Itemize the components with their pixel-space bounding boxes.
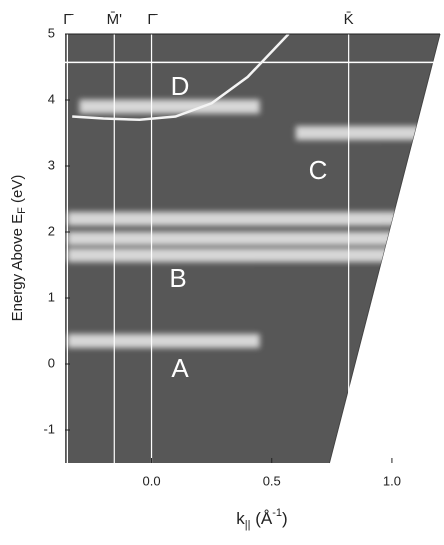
x-tick-label: 0.0 — [142, 473, 160, 488]
intensity-band — [295, 126, 440, 140]
plot-area: Γ̄ M̄' Γ̄ K̄ A B C D -1 0 1 2 3 4 5 0.0 0.5 1.0 — [43, 11, 441, 488]
band-label: B — [169, 263, 186, 293]
symmetry-label: Γ̄ — [147, 11, 157, 28]
y-tick-label: 3 — [48, 157, 55, 172]
y-label-main: Energy Above E — [9, 214, 26, 322]
x-label-sub: || — [245, 519, 251, 531]
edge-line — [328, 33, 441, 464]
symmetry-label: Γ̄ — [63, 11, 73, 28]
symmetry-label: M̄' — [107, 11, 122, 28]
y-label-unit: (eV) — [9, 175, 26, 208]
y-tick-label: 1 — [48, 289, 55, 304]
y-axis-label: Energy Above EF (eV) — [9, 175, 28, 322]
y-tick-label: 2 — [48, 223, 55, 238]
y-tick-label: 0 — [48, 355, 55, 370]
x-label-unit: (Å — [251, 509, 273, 528]
band-label: C — [309, 155, 328, 185]
x-label-sup: -1 — [272, 507, 282, 519]
symmetry-label: K̄ — [344, 11, 354, 28]
x-axis-label: k|| (Å-1) — [236, 507, 287, 531]
y-tick-label: 4 — [48, 91, 55, 106]
bands — [67, 99, 440, 348]
x-label-close: ) — [282, 509, 288, 528]
x-tick-label: 0.5 — [263, 473, 281, 488]
y-tick-label: -1 — [43, 421, 55, 436]
y-tick-label: 5 — [48, 25, 55, 40]
band-label: A — [171, 353, 189, 383]
intensity-band — [67, 211, 428, 226]
band-label: D — [171, 71, 190, 101]
dispersion-curve — [72, 33, 290, 122]
x-tick-label: 1.0 — [383, 473, 401, 488]
y-label-sub: F — [16, 207, 28, 214]
x-label-main: k — [236, 509, 245, 528]
intensity-band — [79, 99, 260, 114]
intensity-band — [67, 248, 416, 263]
intensity-band — [67, 231, 416, 246]
intensity-band — [67, 333, 260, 348]
